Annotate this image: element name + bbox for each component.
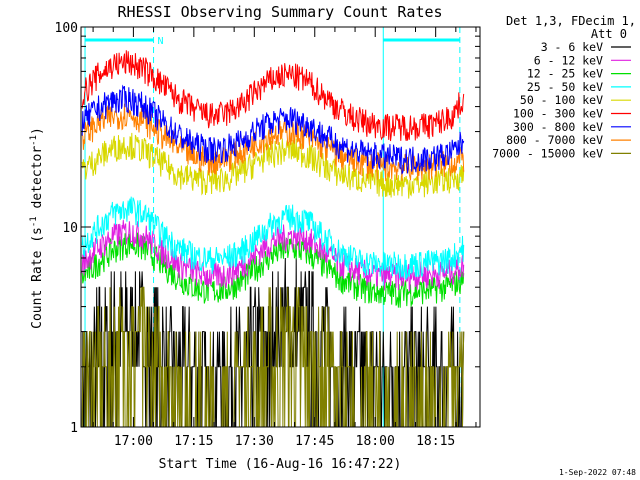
legend-label: 6 - 12 keV <box>534 53 603 67</box>
y-axis-label-end: ) <box>30 127 45 135</box>
legend-label: 50 - 100 keV <box>520 93 603 107</box>
series-line <box>81 196 465 280</box>
series-line <box>81 232 465 308</box>
legend-label: 3 - 6 keV <box>541 40 603 54</box>
legend-label: 12 - 25 keV <box>527 67 603 81</box>
series-line <box>81 257 465 428</box>
legend-label: 100 - 300 keV <box>513 107 603 121</box>
x-tick-label: 17:15 <box>174 434 213 449</box>
legend-header-line-1: Det 1,3, FDecim 1, <box>506 14 636 28</box>
chart-title: RHESSI Observing Summary Count Rates <box>117 3 442 21</box>
series-line <box>81 84 465 175</box>
y-axis-label: Count Rate (s-1 detector-1) <box>29 127 45 329</box>
legend-label: 800 - 7000 keV <box>506 133 603 147</box>
y-tick-label: 100 <box>55 21 78 36</box>
x-tick-label: 17:45 <box>295 434 334 449</box>
y-axis-label-sup1: -1 <box>29 216 39 227</box>
y-axis-label-mid: detector <box>30 146 45 217</box>
series-line <box>81 132 465 199</box>
x-tick-label: 17:30 <box>235 434 274 449</box>
legend-label: 25 - 50 keV <box>527 80 603 94</box>
y-axis-label-sup2: -1 <box>29 135 39 146</box>
series-line <box>81 50 465 142</box>
legend-label: 7000 - 15000 keV <box>492 146 603 160</box>
footer-timestamp: 1-Sep-2022 07:48 <box>559 468 636 477</box>
x-tick-label: 18:15 <box>416 434 455 449</box>
flag-label: N <box>158 36 164 47</box>
y-tick-label: 10 <box>62 221 78 236</box>
x-tick-label: 18:00 <box>356 434 395 449</box>
legend-header-line-2: Att 0 <box>591 27 627 41</box>
axes: 17:00 17:15 17:30 17:45 18:00 18:15 1 10 100 <box>55 21 480 449</box>
x-axis-label: Start Time (16-Aug-16 16:47:22) <box>159 457 402 472</box>
x-tick-label: 17:00 <box>114 434 153 449</box>
legend-label: 300 - 800 keV <box>513 120 603 134</box>
y-tick-label: 1 <box>70 421 78 436</box>
y-axis-label-main: Count Rate (s <box>30 227 45 329</box>
series-layer <box>81 50 465 428</box>
